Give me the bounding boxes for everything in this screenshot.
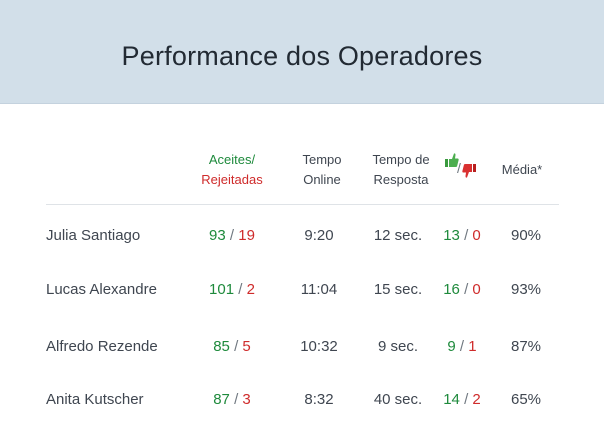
accepted-rejected: 85 / 5 bbox=[190, 335, 274, 359]
accepted-count: 101 bbox=[209, 281, 235, 298]
average-score: 93% bbox=[510, 281, 542, 298]
operator-name: Alfredo Rezende bbox=[46, 338, 158, 355]
response-time: 9 sec. bbox=[377, 338, 419, 355]
average-score: 90% bbox=[510, 227, 542, 244]
accepted-rejected: 101 / 2 bbox=[190, 278, 274, 302]
dislikes-count: 0 bbox=[472, 281, 481, 298]
accepted-count: 87 bbox=[213, 391, 230, 408]
feedback-counts: 14 / 2 bbox=[434, 388, 490, 412]
slash: / bbox=[464, 281, 469, 298]
slash: / bbox=[464, 391, 469, 408]
dislikes-count: 1 bbox=[468, 338, 477, 355]
response-time: 15 sec. bbox=[373, 281, 423, 298]
header-rejected: Rejeitadas bbox=[201, 172, 263, 187]
table-row: Alfredo Rezende 85 / 5 10:32 9 sec. 9 / … bbox=[0, 335, 604, 359]
slash: / bbox=[229, 227, 235, 244]
table-row: Julia Santiago 93 / 19 9:20 12 sec. 13 /… bbox=[0, 224, 604, 248]
header-accepted: Aceites/ bbox=[208, 152, 256, 167]
average-score: 65% bbox=[510, 391, 542, 408]
accepted-count: 93 bbox=[209, 227, 226, 244]
thumbs-up-icon bbox=[445, 153, 459, 167]
time-online: 9:20 bbox=[304, 227, 334, 244]
page-header: Performance dos Operadores bbox=[0, 0, 604, 104]
likes-count: 13 bbox=[443, 227, 460, 244]
accepted-count: 85 bbox=[213, 338, 230, 355]
rejected-count: 3 bbox=[242, 391, 251, 408]
average-score: 87% bbox=[510, 338, 542, 355]
dislikes-count: 2 bbox=[472, 391, 481, 408]
rejected-count: 5 bbox=[242, 338, 251, 355]
header-divider bbox=[46, 204, 559, 205]
table-row: Anita Kutscher 87 / 3 8:32 40 sec. 14 / … bbox=[0, 388, 604, 412]
likes-count: 14 bbox=[443, 391, 460, 408]
header-time-line2: Online bbox=[303, 172, 341, 187]
likes-count: 16 bbox=[443, 281, 460, 298]
time-online: 11:04 bbox=[300, 281, 338, 298]
header-time-online: Tempo Online bbox=[289, 150, 355, 190]
slash: / bbox=[234, 338, 239, 355]
rejected-count: 19 bbox=[238, 227, 255, 244]
slash: / bbox=[459, 338, 465, 355]
table-row: Lucas Alexandre 101 / 2 11:04 15 sec. 16… bbox=[0, 278, 604, 302]
header-average: Média* bbox=[501, 162, 543, 177]
accepted-rejected: 87 / 3 bbox=[190, 388, 274, 412]
feedback-separator: / bbox=[457, 160, 461, 176]
header-response-line1: Tempo de bbox=[372, 152, 430, 167]
slash: / bbox=[234, 391, 239, 408]
operator-name: Julia Santiago bbox=[46, 227, 141, 244]
header-response-time: Tempo de Resposta bbox=[364, 150, 438, 190]
rejected-count: 2 bbox=[246, 281, 255, 298]
page-title: Performance dos Operadores bbox=[121, 41, 483, 71]
response-time: 12 sec. bbox=[373, 227, 423, 244]
operator-name: Anita Kutscher bbox=[46, 391, 144, 408]
operator-name: Lucas Alexandre bbox=[46, 281, 157, 298]
feedback-counts: 16 / 0 bbox=[434, 278, 490, 302]
thumbs-down-icon bbox=[462, 164, 476, 178]
header-response-line2: Resposta bbox=[373, 172, 429, 187]
accepted-rejected: 93 / 19 bbox=[190, 224, 274, 248]
time-online: 8:32 bbox=[304, 391, 334, 408]
time-online: 10:32 bbox=[300, 338, 338, 355]
dislikes-count: 0 bbox=[472, 227, 481, 244]
feedback-counts: 9 / 1 bbox=[434, 335, 490, 359]
response-time: 40 sec. bbox=[373, 391, 423, 408]
feedback-counts: 13 / 0 bbox=[434, 224, 490, 248]
slash: / bbox=[464, 227, 469, 244]
slash: / bbox=[238, 281, 243, 298]
header-feedback: / bbox=[444, 152, 480, 180]
header-accepted-rejected: Aceites/ Rejeitadas bbox=[190, 150, 274, 190]
header-time-line1: Tempo bbox=[302, 152, 342, 167]
table-header: Aceites/ Rejeitadas Tempo Online Tempo d… bbox=[0, 150, 604, 194]
likes-count: 9 bbox=[447, 338, 456, 355]
